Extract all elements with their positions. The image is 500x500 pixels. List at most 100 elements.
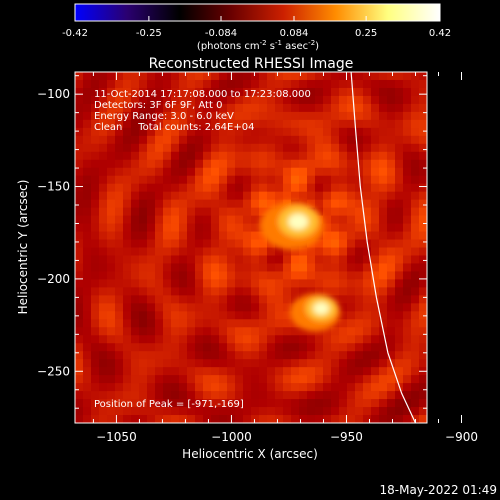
heatmap-cell	[115, 183, 124, 193]
heatmap-cell	[147, 159, 156, 169]
heatmap-cell	[163, 391, 172, 400]
heatmap-cell	[291, 359, 300, 368]
heatmap-cell	[131, 239, 140, 249]
heatmap-cell	[75, 255, 84, 265]
heatmap-cell	[371, 343, 380, 352]
heatmap-cell	[419, 72, 427, 81]
heatmap-cell	[83, 327, 92, 336]
heatmap-cell	[123, 247, 132, 257]
heatmap-cell	[139, 335, 148, 344]
heatmap-cell	[267, 295, 276, 304]
heatmap-cell	[323, 87, 332, 97]
heatmap-cell	[403, 247, 412, 257]
heatmap-cell	[403, 335, 412, 344]
heatmap-cell	[235, 247, 244, 257]
heatmap-cell	[243, 231, 252, 241]
heatmap-cell	[179, 199, 188, 209]
heatmap-cell	[83, 335, 92, 344]
x-tick-label: −950	[330, 430, 363, 444]
heatmap-cell	[307, 143, 316, 153]
heatmap-cell	[195, 415, 204, 423]
heatmap-cell	[187, 72, 196, 81]
heatmap-cell	[299, 287, 308, 296]
heatmap-cell	[227, 223, 236, 233]
heatmap-cell	[131, 191, 140, 201]
heatmap-cell	[123, 263, 132, 273]
heatmap-cell	[211, 295, 220, 304]
heatmap-cell	[195, 87, 204, 97]
heatmap-cell	[171, 87, 180, 97]
heatmap-cell	[187, 103, 196, 113]
heatmap-cell	[203, 391, 212, 400]
heatmap-cell	[395, 127, 404, 137]
heatmap-cell	[147, 255, 156, 265]
heatmap-cell	[307, 151, 316, 161]
heatmap-cell	[331, 135, 340, 145]
heatmap-cell	[267, 327, 276, 336]
heatmap-cell	[187, 343, 196, 352]
heatmap-cell	[91, 72, 100, 81]
heatmap-cell	[75, 399, 84, 408]
heatmap-cell	[115, 111, 124, 121]
heatmap-cell	[83, 167, 92, 177]
heatmap-cell	[139, 351, 148, 360]
heatmap-cell	[163, 407, 172, 416]
heatmap-cell	[371, 399, 380, 408]
heatmap-cell	[419, 255, 427, 265]
heatmap-cell	[187, 199, 196, 209]
heatmap-cell	[195, 359, 204, 368]
heatmap-cell	[419, 127, 427, 137]
heatmap-cell	[387, 271, 396, 281]
heatmap-cell	[259, 351, 268, 360]
heatmap-cell	[211, 247, 220, 257]
heatmap-cell	[211, 223, 220, 233]
heatmap-cell	[131, 119, 140, 129]
heatmap-cell	[403, 263, 412, 273]
heatmap-cell	[371, 327, 380, 336]
heatmap-cell	[291, 151, 300, 161]
heatmap-cell	[259, 343, 268, 352]
heatmap-cell	[339, 375, 348, 384]
heatmap-cell	[235, 72, 244, 81]
heatmap-cell	[307, 103, 316, 113]
heatmap-cell	[379, 79, 388, 89]
heatmap-cell	[139, 239, 148, 249]
heatmap-cell	[411, 143, 420, 153]
heatmap-cell	[163, 231, 172, 241]
heatmap-cell	[267, 183, 276, 193]
heatmap-cell	[387, 351, 396, 360]
heatmap-cell	[283, 327, 292, 336]
heatmap-cell	[203, 359, 212, 368]
heatmap-cell	[379, 72, 388, 81]
heatmap-cell	[371, 95, 380, 105]
heatmap-cell	[283, 167, 292, 177]
heatmap-cell	[363, 111, 372, 121]
heatmap-cell	[331, 119, 340, 129]
heatmap-cell	[211, 263, 220, 273]
heatmap-cell	[267, 255, 276, 265]
heatmap-cell	[203, 375, 212, 384]
heatmap-cell	[323, 367, 332, 376]
heatmap-cell	[411, 127, 420, 137]
heatmap-cell	[83, 311, 92, 320]
heatmap-cell	[147, 223, 156, 233]
heatmap-cell	[171, 207, 180, 217]
heatmap-cell	[363, 327, 372, 336]
heatmap-cell	[267, 111, 276, 121]
heatmap-cell	[91, 263, 100, 273]
heatmap-cell	[107, 247, 116, 257]
heatmap-cell	[307, 183, 316, 193]
heatmap-cell	[203, 319, 212, 328]
heatmap-cell	[99, 223, 108, 233]
heatmap-cell	[339, 239, 348, 249]
heatmap-cell	[403, 391, 412, 400]
heatmap-cell	[371, 311, 380, 320]
heatmap-cell	[331, 159, 340, 169]
heatmap-cell	[259, 119, 268, 129]
heatmap-cell	[243, 391, 252, 400]
heatmap-cell	[155, 135, 164, 145]
heatmap-cell	[371, 295, 380, 304]
heatmap-cell	[299, 407, 308, 416]
heatmap-cell	[107, 191, 116, 201]
heatmap-cell	[291, 335, 300, 344]
